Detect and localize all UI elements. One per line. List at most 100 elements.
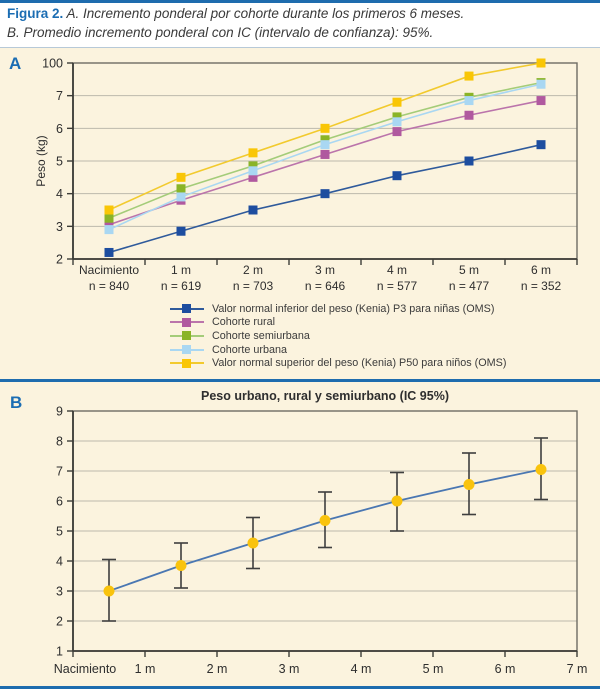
data-point-square (176, 226, 186, 236)
y-tick-label: 2 (56, 615, 63, 629)
x-n-label: n = 619 (161, 279, 202, 293)
data-point-square (104, 213, 114, 223)
data-point-circle (391, 495, 403, 507)
panel-divider (0, 379, 600, 382)
y-tick-label: 6 (56, 495, 63, 509)
y-tick-label: 8 (56, 435, 63, 449)
caption-line-1: Figura 2. A. Incremento ponderal por coh… (7, 5, 593, 24)
data-point-circle (175, 560, 187, 571)
data-point-square (176, 172, 186, 182)
x-category-label: Nacimiento (79, 263, 139, 277)
chart-a-legend: Valor normal inferior del peso (Kenia) P… (170, 302, 506, 370)
data-point-square (464, 156, 474, 166)
y-tick-label: 3 (56, 220, 63, 234)
data-point-square (104, 220, 114, 230)
figure-caption: Figura 2. A. Incremento ponderal por coh… (7, 5, 593, 42)
data-point-circle (463, 479, 475, 490)
legend-marker-icon (170, 304, 204, 314)
x-tick-label: 3 m (279, 662, 300, 676)
data-point-square (248, 205, 258, 215)
y-tick-label: 4 (56, 555, 63, 569)
data-point-square (320, 189, 330, 199)
top-rule (0, 0, 600, 3)
legend-item: Valor normal superior del peso (Kenia) P… (170, 356, 506, 370)
legend-item: Valor normal inferior del peso (Kenia) P… (170, 302, 506, 316)
x-category-label: 2 m (243, 263, 263, 277)
y-tick-label: 1 (56, 645, 63, 659)
y-tick-label: 3 (56, 585, 63, 599)
x-n-label: n = 703 (233, 279, 274, 293)
data-point-circle (103, 585, 115, 597)
y-tick-label: 9 (56, 405, 63, 419)
figure-box: A 2 3 4 5 6 7 100 Peso (kg) Nacimiento n = 840 1 m… (0, 47, 600, 689)
panel-a-label: A (9, 54, 22, 73)
figure-number: Figura 2. (7, 6, 64, 21)
x-tick-label: 4 m (351, 662, 372, 676)
x-n-label: n = 352 (521, 279, 562, 293)
legend-marker-icon (170, 345, 204, 355)
legend-square (182, 304, 191, 314)
legend-marker-icon (170, 358, 204, 368)
x-tick-label: 5 m (423, 662, 444, 676)
data-point-square (536, 79, 546, 89)
legend-square (182, 317, 191, 327)
data-point-square (392, 97, 402, 107)
caption-line-2: B. Promedio incremento ponderal con IC (… (7, 24, 434, 40)
data-point-square (320, 135, 330, 145)
legend-square (182, 358, 191, 368)
x-tick-label: 7 m (567, 662, 588, 676)
legend-label: Cohorte semiurbana (212, 329, 310, 342)
legend-marker-icon (170, 331, 204, 341)
data-point-square (320, 149, 330, 159)
data-point-circle (319, 515, 331, 526)
legend-label: Cohorte rural (212, 316, 276, 329)
data-point-square (464, 110, 474, 120)
x-category-label: 3 m (315, 263, 335, 277)
data-point-square (248, 172, 258, 182)
x-tick-label: Nacimiento (54, 662, 117, 676)
data-point-square (536, 58, 546, 68)
data-point-square (104, 225, 114, 235)
data-point-square (320, 123, 330, 133)
chart-b-title: Peso urbano, rural y semiurbano (IC 95%) (201, 389, 449, 403)
x-category-label: 1 m (171, 263, 191, 277)
data-point-square (392, 127, 402, 137)
data-point-square (392, 117, 402, 127)
x-n-label: n = 646 (305, 279, 346, 293)
data-point-square (248, 161, 258, 171)
data-point-square (176, 192, 186, 202)
legend-item: Cohorte rural (170, 316, 506, 330)
data-point-square (464, 71, 474, 81)
data-point-square (320, 140, 330, 150)
data-point-square (536, 140, 546, 150)
legend-item: Cohorte semiurbana (170, 329, 506, 343)
y-tick-label: 6 (56, 122, 63, 136)
x-n-label: n = 477 (449, 279, 490, 293)
legend-square (182, 331, 191, 341)
legend-square (182, 345, 191, 355)
y-tick-label: 5 (56, 155, 63, 169)
series-line (108, 99, 542, 226)
legend-label: Cohorte urbana (212, 343, 288, 356)
x-n-label: n = 577 (377, 279, 418, 293)
data-point-square (536, 96, 546, 106)
x-category-label: 5 m (459, 263, 479, 277)
bottom-rule (0, 686, 600, 689)
data-point-square (248, 148, 258, 158)
data-point-square (104, 205, 114, 215)
y-tick-label: 4 (56, 187, 63, 201)
x-tick-label: 6 m (495, 662, 516, 676)
caption-text-a: A. Incremento ponderal por cohorte duran… (63, 6, 465, 21)
data-point-square (392, 171, 402, 181)
x-category-label: 4 m (387, 263, 407, 277)
y-tick-label: 7 (56, 465, 63, 479)
data-point-square (464, 96, 474, 106)
y-tick-label: 2 (56, 253, 63, 267)
y-tick-label: 7 (56, 89, 63, 103)
panel-b: B Peso urbano, rural y semiurbano (IC 95… (0, 382, 600, 686)
data-point-circle (535, 464, 547, 475)
legend-item: Cohorte urbana (170, 343, 506, 357)
y-axis-title: Peso (kg) (34, 135, 48, 186)
data-point-circle (247, 537, 259, 549)
